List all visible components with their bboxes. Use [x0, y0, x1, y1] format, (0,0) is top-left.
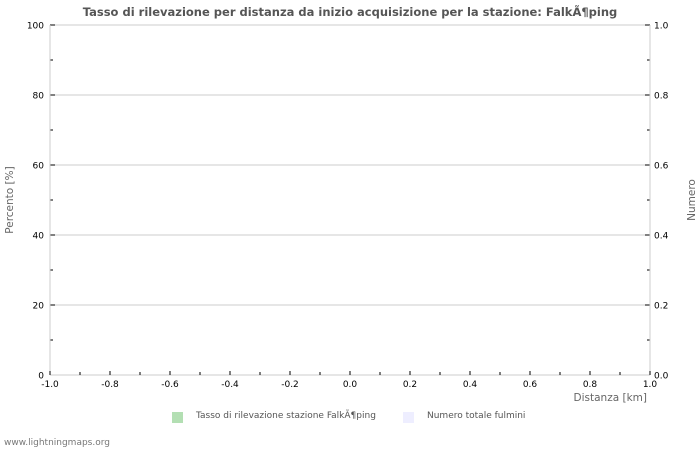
y-right-tick-label: 0.0: [654, 372, 669, 382]
y-axis-right-label: Numero: [686, 179, 698, 221]
y-left-tick-label: 100: [27, 22, 44, 32]
chart-title: Tasso di rilevazione per distanza da ini…: [82, 5, 618, 19]
y-right-tick-label: 0.4: [654, 232, 669, 242]
x-tick-label: 0.8: [583, 380, 598, 390]
legend-label: Numero totale fulmini: [427, 411, 526, 421]
x-tick-label: -0.8: [101, 380, 119, 390]
legend-swatch-lavender: [403, 412, 414, 423]
y-left-tick-label: 0: [38, 372, 44, 382]
x-tick-label: -0.4: [221, 380, 239, 390]
y-left-tick-label: 20: [33, 302, 45, 312]
x-tick-label: 0.6: [523, 380, 538, 390]
tick-labels: 0 0.0 20 0.2 40 0.4 60 0.6 80 0.8 100 1.0 -1.0 -0.8 -0…: [27, 22, 669, 391]
axes: [49, 24, 651, 376]
legend-label: Tasso di rilevazione stazione FalkÃ¶ping: [196, 411, 376, 421]
x-tick-label: -1.0: [41, 380, 59, 390]
y-right-tick-label: 0.2: [654, 302, 668, 312]
y-right-tick-label: 1.0: [654, 22, 669, 32]
x-tick-label: -0.2: [281, 380, 299, 390]
x-tick-label: -0.6: [161, 380, 179, 390]
y-right-tick-label: 0.6: [654, 162, 669, 172]
x-tick-label: 0.0: [343, 380, 358, 390]
x-tick-label: 0.2: [403, 380, 417, 390]
x-axis-label: Distanza [km]: [574, 392, 647, 404]
y-left-tick-label: 40: [33, 232, 45, 242]
y-left-tick-label: 60: [33, 162, 45, 172]
y-left-tick-label: 80: [33, 92, 45, 102]
footer-site-link[interactable]: www.lightningmaps.org: [4, 438, 110, 448]
x-tick-label: 0.4: [463, 380, 478, 390]
grid-lines: [50, 24, 650, 306]
x-tick-label: 1.0: [643, 380, 658, 390]
y-axis-left-label: Percento [%]: [4, 166, 16, 233]
y-right-tick-label: 0.8: [654, 92, 669, 102]
legend-swatch-green: [172, 412, 183, 423]
